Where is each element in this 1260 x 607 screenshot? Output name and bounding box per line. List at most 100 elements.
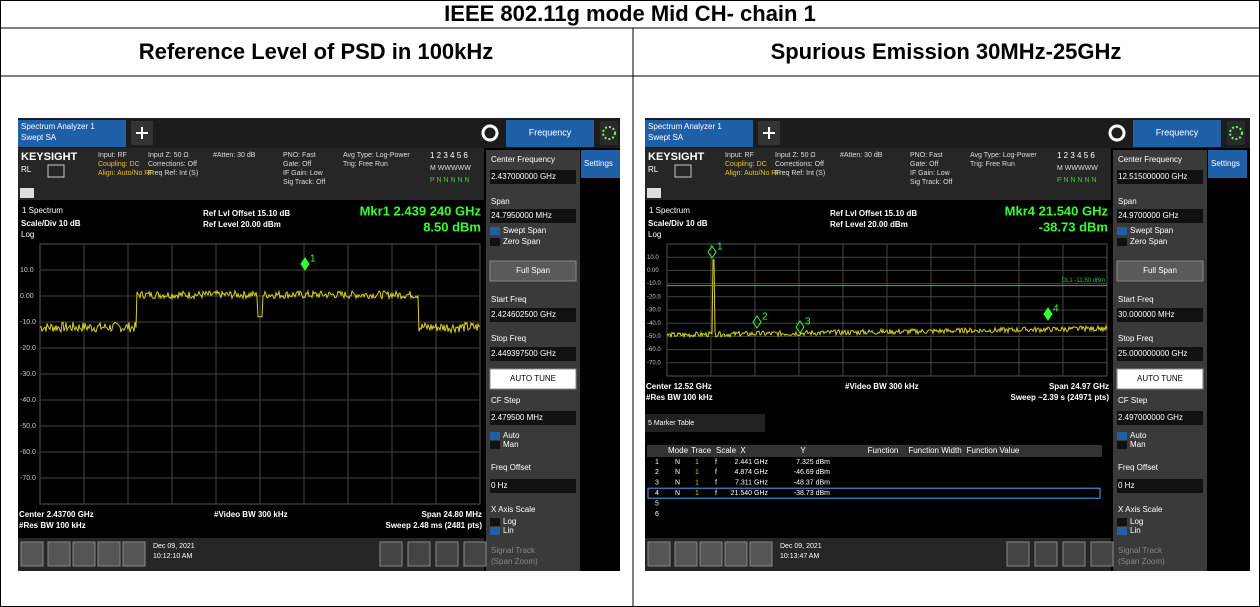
radio bbox=[490, 432, 500, 440]
label: Man bbox=[503, 440, 519, 449]
label: Ref Lvl Offset 15.10 dB bbox=[203, 209, 290, 218]
label: f bbox=[715, 490, 717, 497]
label: Corrections: Off bbox=[148, 161, 197, 168]
label: 1 bbox=[695, 480, 699, 487]
label: Settings bbox=[584, 159, 613, 168]
logo bbox=[20, 188, 34, 198]
analyzer-screen: Spectrum Analyzer 1 Swept SA Frequency KEYS… bbox=[645, 118, 1250, 571]
task-icon bbox=[674, 541, 698, 567]
radio bbox=[1117, 432, 1127, 440]
label: -46.69 dBm bbox=[794, 469, 830, 476]
label: N bbox=[675, 459, 680, 466]
radio bbox=[1117, 518, 1127, 526]
label: 1 Spectrum bbox=[649, 206, 690, 215]
label: #Atten: 30 dB bbox=[213, 152, 256, 159]
settings-tab bbox=[581, 150, 620, 178]
label: Center Frequency bbox=[1118, 155, 1182, 164]
label: 10.0 bbox=[20, 267, 34, 274]
table-bar bbox=[645, 414, 765, 432]
label: Input Z: 50 Ω bbox=[775, 152, 816, 159]
label: Align: Auto/No RF bbox=[98, 170, 154, 177]
marker-diamond bbox=[795, 320, 805, 334]
label: KEYSIGHT bbox=[648, 151, 705, 163]
info-bar bbox=[645, 148, 1111, 200]
label: Avg Type: Log-Power bbox=[343, 152, 410, 159]
label: 3 bbox=[805, 317, 811, 328]
label: Log bbox=[1130, 517, 1143, 526]
label: Scale/Div 10 dB bbox=[21, 219, 81, 228]
column-header: X bbox=[740, 446, 746, 455]
value-box bbox=[1117, 411, 1203, 425]
label: N bbox=[675, 490, 680, 497]
icon bbox=[674, 164, 692, 178]
label: 8.50 dBm bbox=[423, 219, 481, 234]
label: 2.449397500 GHz bbox=[491, 349, 556, 358]
column-header: Trace bbox=[691, 446, 712, 455]
mode-tab bbox=[1133, 120, 1221, 147]
label: -70.0 bbox=[647, 360, 661, 366]
label: Start Freq bbox=[491, 295, 527, 304]
label: -10.0 bbox=[20, 319, 36, 326]
label: Start Freq bbox=[1118, 295, 1154, 304]
label: 2.441 GHz bbox=[735, 459, 769, 466]
analyzer-screen: Spectrum Analyzer 1 Swept SA Frequency KEYS… bbox=[18, 118, 620, 571]
button bbox=[489, 260, 577, 282]
label: -70.0 bbox=[20, 475, 36, 482]
label: Freq Ref: Int (S) bbox=[148, 170, 198, 177]
label: Swept SA bbox=[648, 133, 684, 142]
label: Stop Freq bbox=[491, 334, 526, 343]
value-box bbox=[1117, 209, 1203, 223]
task-icon bbox=[1090, 541, 1114, 567]
label: f bbox=[715, 459, 717, 466]
value-box bbox=[1117, 479, 1203, 493]
label: Input Z: 50 Ω bbox=[148, 152, 189, 159]
radio bbox=[490, 518, 500, 526]
label: X Axis Scale bbox=[1118, 505, 1163, 514]
label: 12.515000000 GHz bbox=[1118, 172, 1187, 181]
button bbox=[1116, 260, 1204, 282]
column-header: Y bbox=[800, 446, 806, 455]
label: N bbox=[675, 469, 680, 476]
label: IF Gain: Low bbox=[910, 170, 951, 177]
label: (Span Zoom) bbox=[1118, 557, 1165, 566]
plus-icon bbox=[763, 127, 775, 139]
label: #Res BW 100 kHz bbox=[19, 521, 86, 530]
task-icon bbox=[72, 541, 96, 567]
spinner bbox=[1227, 121, 1245, 145]
task-icon bbox=[407, 541, 431, 567]
radio bbox=[1117, 227, 1127, 235]
task-icon bbox=[724, 541, 748, 567]
label: Sweep ~2.39 s (24971 pts) bbox=[1011, 393, 1110, 402]
marker-diamond bbox=[707, 245, 717, 259]
task-icon bbox=[97, 541, 121, 567]
task-icon bbox=[749, 541, 773, 567]
label: 1 bbox=[695, 490, 699, 497]
label: 0 Hz bbox=[491, 481, 507, 490]
label: KEYSIGHT bbox=[21, 151, 78, 163]
label: (Span Zoom) bbox=[491, 557, 538, 566]
column-header: Function bbox=[868, 446, 899, 455]
radio bbox=[490, 527, 500, 535]
label: RL bbox=[21, 165, 32, 174]
task-icon bbox=[47, 541, 71, 567]
label: -60.0 bbox=[647, 347, 661, 353]
label: Ref Lvl Offset 15.10 dB bbox=[830, 209, 917, 218]
button bbox=[1116, 368, 1204, 390]
column-header: Function Value bbox=[967, 446, 1020, 455]
label: 1 bbox=[717, 242, 723, 253]
label: IF Gain: Low bbox=[283, 170, 324, 177]
label: P N N N N N bbox=[430, 177, 470, 184]
taskbar bbox=[18, 538, 484, 571]
label: Corrections: Off bbox=[775, 161, 824, 168]
task-icon bbox=[463, 541, 487, 567]
label: 2.497000000 GHz bbox=[1118, 413, 1183, 422]
label: 24.9700000 GHz bbox=[1118, 211, 1179, 220]
label: 5 Marker Table bbox=[648, 420, 694, 427]
label: Center Frequency bbox=[491, 155, 555, 164]
radio bbox=[1117, 238, 1127, 246]
label: P N N N N N bbox=[1057, 177, 1097, 184]
label: 2.437000000 GHz bbox=[491, 172, 556, 181]
label: 10:12:10 AM bbox=[153, 553, 192, 560]
tab bbox=[18, 120, 126, 147]
